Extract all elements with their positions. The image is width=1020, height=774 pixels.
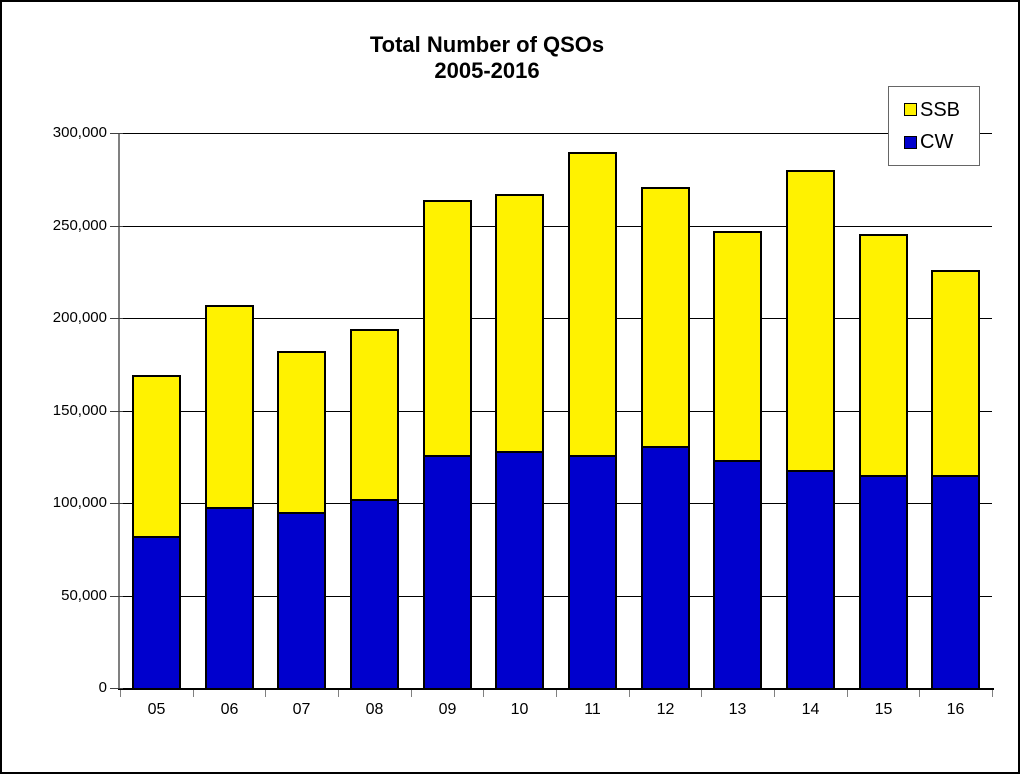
gridline-250,000	[120, 226, 992, 227]
bar-14-ssb-segment	[786, 170, 835, 470]
bar-11-ssb-segment	[568, 152, 617, 455]
x-axis-tick	[847, 690, 848, 697]
x-axis-tick	[919, 690, 920, 697]
gridline-200,000	[120, 318, 992, 319]
bar-16-ssb-segment	[931, 270, 980, 475]
y-axis-tick	[110, 226, 123, 227]
bar-09-ssb-segment	[423, 200, 472, 455]
x-axis-tick	[483, 690, 484, 697]
y-axis-tick-label: 200,000	[52, 309, 107, 326]
y-axis-tick	[110, 318, 123, 319]
legend-label-cw: CW	[920, 131, 954, 154]
legend-item-cw: CW	[904, 132, 979, 152]
x-axis-tick	[265, 690, 266, 697]
x-axis-label-08: 08	[365, 701, 384, 718]
x-axis-tick	[411, 690, 412, 697]
bar-08-ssb-segment	[350, 329, 399, 499]
ssb-swatch	[904, 103, 917, 117]
bar-05-cw-segment	[132, 536, 181, 688]
gridline-300,000	[120, 133, 992, 134]
cw-swatch	[904, 135, 917, 149]
x-axis-tick	[556, 690, 557, 697]
x-axis-tick	[629, 690, 630, 697]
x-axis-tick	[338, 690, 339, 697]
x-axis-label-09: 09	[438, 701, 457, 718]
bar-10-ssb-segment	[495, 194, 544, 451]
plot-area	[120, 133, 992, 688]
x-axis-label-06: 06	[220, 701, 239, 718]
bar-15-ssb-segment	[859, 234, 908, 475]
x-axis-label-12: 12	[656, 701, 675, 718]
y-axis-tick-label: 0	[98, 679, 107, 696]
gridline-100,000	[120, 503, 992, 504]
bar-12-cw-segment	[641, 446, 690, 688]
chart-title: Total Number of QSOs 2005-2016	[2, 32, 972, 84]
y-axis-tick-label: 300,000	[52, 124, 107, 141]
legend-item-ssb: SSB	[904, 100, 979, 120]
x-axis-label-14: 14	[801, 701, 820, 718]
y-axis-tick	[110, 596, 123, 597]
y-axis-tick	[110, 133, 123, 134]
chart-title-line2: 2005-2016	[434, 58, 540, 83]
gridline-50,000	[120, 596, 992, 597]
x-axis-label-05: 05	[147, 701, 166, 718]
legend-label-ssb: SSB	[920, 98, 961, 121]
x-axis-label-07: 07	[292, 701, 311, 718]
x-axis-tick	[120, 690, 121, 697]
x-axis-tick	[992, 690, 993, 697]
bar-08-cw-segment	[350, 499, 399, 688]
y-axis-tick-label: 250,000	[52, 217, 107, 234]
bar-11-cw-segment	[568, 455, 617, 688]
bar-15-cw-segment	[859, 475, 908, 688]
x-axis-label-11: 11	[584, 701, 601, 718]
bar-12-ssb-segment	[641, 187, 690, 446]
bar-16-cw-segment	[931, 475, 980, 688]
bar-06-cw-segment	[205, 507, 254, 688]
x-axis-label-10: 10	[510, 701, 529, 718]
chart-title-line1: Total Number of QSOs	[369, 32, 605, 57]
y-axis-tick-label: 150,000	[52, 402, 107, 419]
x-axis-label-13: 13	[728, 701, 747, 718]
y-axis-tick-label: 50,000	[61, 587, 107, 604]
y-axis-tick	[110, 411, 123, 412]
bar-13-cw-segment	[713, 460, 762, 688]
x-axis-label-15: 15	[874, 701, 893, 718]
x-axis-tick	[193, 690, 194, 697]
bar-14-cw-segment	[786, 470, 835, 688]
bar-07-ssb-segment	[277, 351, 326, 512]
bar-05-ssb-segment	[132, 375, 181, 536]
bar-06-ssb-segment	[205, 305, 254, 507]
bar-13-ssb-segment	[713, 231, 762, 460]
x-axis-line	[118, 688, 994, 690]
bar-10-cw-segment	[495, 451, 544, 688]
legend: SSB CW	[888, 86, 980, 166]
bar-07-cw-segment	[277, 512, 326, 688]
y-axis-tick	[110, 503, 123, 504]
x-axis-tick	[774, 690, 775, 697]
y-axis-tick-label: 100,000	[52, 494, 107, 511]
bar-09-cw-segment	[423, 455, 472, 688]
gridline-150,000	[120, 411, 992, 412]
x-axis-label-16: 16	[946, 701, 965, 718]
x-axis-tick	[701, 690, 702, 697]
y-axis-tick	[110, 688, 123, 689]
